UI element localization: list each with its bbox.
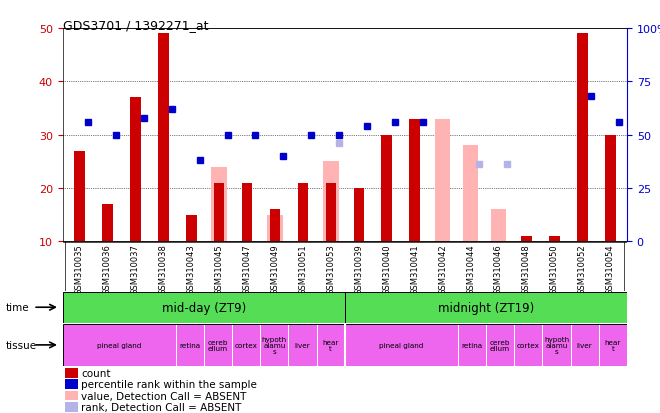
Text: GSM310038: GSM310038: [159, 244, 168, 294]
Text: GSM310054: GSM310054: [606, 244, 614, 294]
Text: liver: liver: [577, 342, 593, 348]
Text: cortex: cortex: [235, 342, 257, 348]
Bar: [176, 324, 204, 366]
Bar: [270, 210, 280, 242]
Text: GSM310040: GSM310040: [382, 244, 391, 294]
Bar: [458, 324, 486, 366]
Text: count: count: [81, 368, 111, 378]
Text: GSM310047: GSM310047: [243, 244, 251, 294]
Text: cortex: cortex: [517, 342, 540, 348]
Bar: [242, 183, 252, 242]
Text: GSM310050: GSM310050: [550, 244, 559, 294]
Bar: [65, 368, 78, 378]
Text: cereb
ellum: cereb ellum: [208, 339, 228, 351]
Bar: [158, 34, 168, 242]
Text: GSM310053: GSM310053: [327, 244, 335, 294]
Bar: [521, 236, 532, 242]
Text: GSM310036: GSM310036: [103, 244, 112, 294]
Text: liver: liver: [294, 342, 310, 348]
Bar: [65, 391, 78, 401]
Bar: [549, 236, 560, 242]
Text: GSM310046: GSM310046: [494, 244, 503, 294]
Text: rank, Detection Call = ABSENT: rank, Detection Call = ABSENT: [81, 402, 242, 412]
Bar: [354, 188, 364, 242]
Bar: [605, 135, 616, 242]
Bar: [298, 183, 308, 242]
Text: GSM310043: GSM310043: [187, 244, 196, 294]
Bar: [543, 324, 570, 366]
Text: value, Detection Call = ABSENT: value, Detection Call = ABSENT: [81, 391, 247, 401]
Bar: [74, 151, 84, 242]
Text: midnight (ZT19): midnight (ZT19): [438, 301, 534, 314]
Bar: [186, 215, 197, 242]
Bar: [102, 204, 113, 242]
Text: GSM310041: GSM310041: [410, 244, 419, 294]
Bar: [325, 183, 336, 242]
Bar: [63, 292, 345, 323]
Text: retina: retina: [179, 342, 200, 348]
Bar: [463, 146, 478, 242]
Bar: [211, 167, 227, 242]
Text: percentile rank within the sample: percentile rank within the sample: [81, 380, 257, 389]
Bar: [345, 324, 458, 366]
Bar: [323, 162, 339, 242]
Text: GSM310035: GSM310035: [75, 244, 84, 294]
Bar: [63, 324, 176, 366]
Text: GSM310051: GSM310051: [298, 244, 308, 294]
Bar: [514, 324, 543, 366]
Bar: [317, 324, 345, 366]
Text: GSM310044: GSM310044: [466, 244, 475, 294]
Bar: [570, 324, 599, 366]
Bar: [381, 135, 392, 242]
Text: GSM310042: GSM310042: [438, 244, 447, 294]
Text: pineal gland: pineal gland: [97, 342, 141, 348]
Bar: [65, 380, 78, 389]
Text: GSM310045: GSM310045: [214, 244, 224, 294]
Bar: [599, 324, 627, 366]
Text: cereb
ellum: cereb ellum: [490, 339, 510, 351]
Bar: [486, 324, 514, 366]
Text: GSM310048: GSM310048: [522, 244, 531, 294]
Bar: [130, 98, 141, 242]
Bar: [577, 34, 587, 242]
Text: GDS3701 / 1392271_at: GDS3701 / 1392271_at: [63, 19, 208, 31]
Text: GSM310052: GSM310052: [578, 244, 587, 294]
Bar: [214, 183, 224, 242]
Bar: [435, 119, 450, 242]
Bar: [288, 324, 317, 366]
Bar: [345, 292, 627, 323]
Text: hypoth
alamu
s: hypoth alamu s: [262, 336, 287, 354]
Bar: [267, 215, 282, 242]
Bar: [260, 324, 288, 366]
Text: time: time: [5, 302, 29, 312]
Text: GSM310039: GSM310039: [354, 244, 363, 294]
Text: mid-day (ZT9): mid-day (ZT9): [162, 301, 246, 314]
Text: hear
t: hear t: [323, 339, 339, 351]
Text: tissue: tissue: [5, 340, 36, 350]
Text: pineal gland: pineal gland: [379, 342, 424, 348]
Text: GSM310049: GSM310049: [271, 244, 280, 294]
Bar: [409, 119, 420, 242]
Bar: [491, 210, 506, 242]
Text: retina: retina: [461, 342, 482, 348]
Bar: [65, 402, 78, 412]
Text: hypoth
alamu
s: hypoth alamu s: [544, 336, 569, 354]
Bar: [232, 324, 260, 366]
Text: hear
t: hear t: [605, 339, 621, 351]
Text: GSM310037: GSM310037: [131, 244, 140, 294]
Bar: [204, 324, 232, 366]
